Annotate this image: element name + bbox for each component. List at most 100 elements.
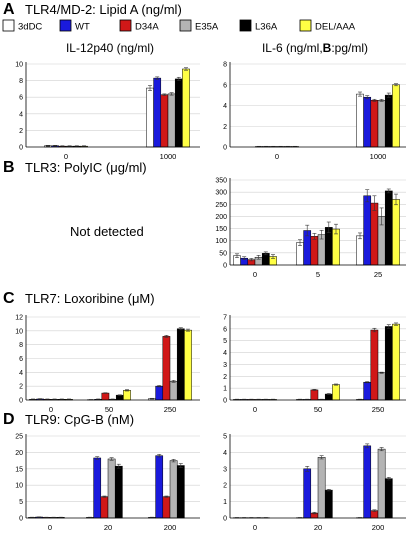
y-tick-label: 5 xyxy=(223,434,227,441)
y-tick-label: 8 xyxy=(19,342,23,349)
bar-l36a-20 xyxy=(324,489,333,519)
error-bar xyxy=(256,254,261,260)
y-tick-label: 3 xyxy=(223,466,227,473)
legend-swatch xyxy=(179,19,192,32)
y-tick-label: 6 xyxy=(223,82,227,89)
legend-swatch xyxy=(299,19,312,32)
bar-d34a-250 xyxy=(370,329,379,401)
error-bar xyxy=(155,76,160,80)
bar-wt-25 xyxy=(363,195,372,266)
bar-e35a-200 xyxy=(377,448,386,519)
bar-l36a-5 xyxy=(324,227,333,266)
error-bar xyxy=(169,92,174,96)
y-tick-label: 2 xyxy=(223,374,227,381)
y-tick-label: 5 xyxy=(19,499,23,506)
bar-3ddc-1000 xyxy=(356,93,364,148)
y-tick-label: 350 xyxy=(215,178,227,185)
error-bar xyxy=(326,393,331,395)
x-tick-label: 50 xyxy=(314,405,322,414)
error-bar xyxy=(271,254,275,259)
x-tick-label: 0 xyxy=(48,523,52,532)
error-bar xyxy=(319,229,324,240)
y-tick-label: 12 xyxy=(15,315,23,322)
error-bar xyxy=(46,145,50,147)
bar-d34a-50 xyxy=(101,392,110,401)
error-bar xyxy=(372,195,377,211)
error-bar xyxy=(386,188,391,194)
legend-swatch xyxy=(239,19,252,32)
x-tick-label: 250 xyxy=(164,405,177,414)
bar-3ddc-25 xyxy=(356,235,364,266)
x-tick-label: 20 xyxy=(314,523,322,532)
error-bar xyxy=(125,389,129,392)
x-tick-label: 0 xyxy=(253,523,257,532)
bar-d34a-1000 xyxy=(160,94,169,148)
bar-e35a-250 xyxy=(169,381,178,401)
error-bar xyxy=(312,511,317,515)
y-tick-label: 0 xyxy=(223,263,227,270)
x-tick-label: 0 xyxy=(49,405,53,414)
bar-wt-200 xyxy=(155,455,164,519)
error-bar xyxy=(386,324,391,329)
y-tick-label: 10 xyxy=(15,483,23,490)
bar-e35a-1000 xyxy=(167,93,176,148)
y-tick-label: 4 xyxy=(223,103,227,110)
chart-d-left: 0 5 10 15 20 25 0 20 200 xyxy=(15,434,200,532)
error-bar xyxy=(365,95,370,100)
y-tick-label: 6 xyxy=(19,356,23,363)
y-tick-label: 15 xyxy=(15,466,23,473)
error-bar xyxy=(157,454,162,458)
bar-wt-20 xyxy=(303,468,312,519)
error-bar xyxy=(365,443,370,449)
y-tick-label: 0 xyxy=(223,145,227,152)
bar-l36a-1000 xyxy=(174,78,183,148)
y-tick-label: 300 xyxy=(215,190,227,197)
y-tick-label: 6 xyxy=(19,95,23,102)
panel-title-d: TLR9: CpG-B (nM) xyxy=(25,412,134,427)
y-tick-label: 2 xyxy=(19,384,23,391)
y-tick-label: 5 xyxy=(223,338,227,345)
x-tick-label: 20 xyxy=(104,523,112,532)
bar-wt-20 xyxy=(93,457,102,519)
x-tick-label: 0 xyxy=(275,152,279,161)
y-tick-label: 7 xyxy=(223,315,227,322)
bar-3ddc-1000 xyxy=(146,87,154,148)
error-bar xyxy=(263,251,268,256)
y-tick-label: 8 xyxy=(223,62,227,69)
panel-title-c: TLR7: Loxoribine (μM) xyxy=(25,291,155,306)
chart-title-il12p40: IL-12p40 (ng/ml) xyxy=(66,41,154,55)
error-bar xyxy=(379,98,384,102)
chart-b-right: 0 50 100 150 200 250 300 350 0 5 25 xyxy=(215,178,406,279)
bar-wt-200 xyxy=(363,445,372,519)
error-bar xyxy=(326,221,331,233)
error-bar xyxy=(178,327,183,331)
error-bar xyxy=(60,145,65,147)
bar-wt-250 xyxy=(155,385,164,401)
bar-3ddc-5 xyxy=(296,242,304,266)
x-tick-label: 50 xyxy=(105,405,113,414)
y-tick-label: 0 xyxy=(19,145,23,152)
chart-a-left: 0 2 4 6 8 10 0 1000 xyxy=(15,62,200,161)
error-bar xyxy=(148,85,152,91)
y-tick-label: 0 xyxy=(19,516,23,523)
legend-item-wt: WT xyxy=(59,19,90,33)
x-tick-label: 1000 xyxy=(370,152,387,161)
y-tick-label: 4 xyxy=(223,450,227,457)
legend-label: D34A xyxy=(135,22,159,33)
legend-label: DEL/AAA xyxy=(315,22,356,33)
y-tick-label: 6 xyxy=(223,326,227,333)
error-bar xyxy=(365,189,370,203)
error-bar xyxy=(164,335,169,338)
x-tick-label: 5 xyxy=(316,270,320,279)
legend-item-l36a: L36A xyxy=(239,19,278,33)
legend-swatch xyxy=(59,19,72,32)
bar-wt-1000 xyxy=(363,96,372,148)
y-tick-label: 4 xyxy=(19,370,23,377)
y-tick-label: 20 xyxy=(15,450,23,457)
x-tick-label: 0 xyxy=(253,405,257,414)
error-bar xyxy=(298,239,302,246)
error-bar xyxy=(394,83,398,87)
panel-letter-b: B xyxy=(3,159,15,176)
bar-e35a-1000 xyxy=(377,100,386,148)
